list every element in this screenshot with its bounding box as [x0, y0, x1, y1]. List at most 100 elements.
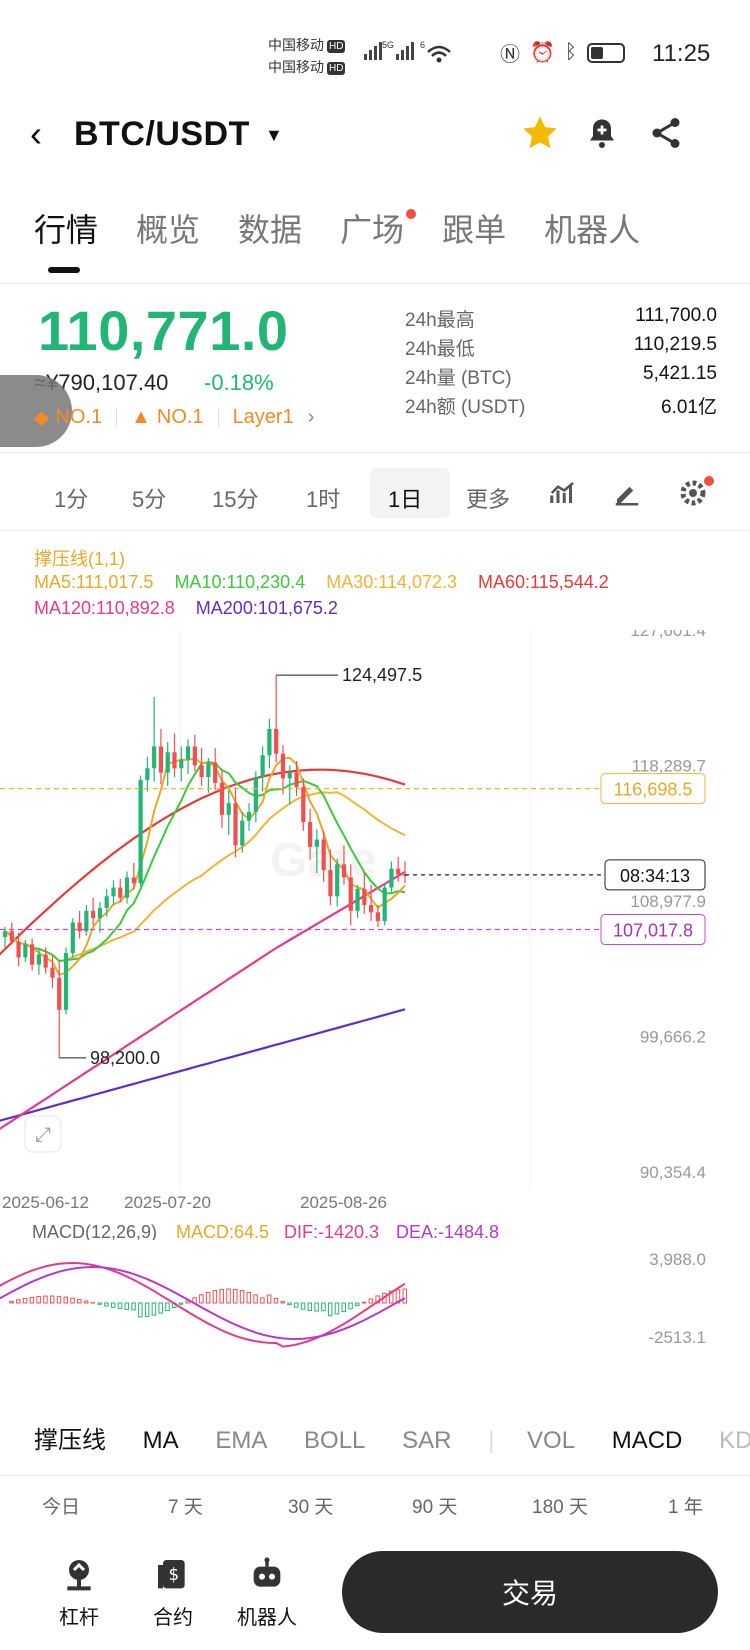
ind-vol[interactable]: VOL — [527, 1427, 576, 1454]
candle-body — [138, 779, 143, 884]
sr-legend: 撑压线(1,1) — [34, 549, 126, 569]
header: ‹ BTC/USDT ▼ — [0, 105, 750, 165]
macd-histogram-bar — [199, 1294, 204, 1304]
x-tick-label: 2025-07-20 — [124, 1193, 211, 1212]
settings-icon[interactable] — [678, 478, 708, 508]
macd-histogram-bar — [368, 1298, 374, 1304]
carrier-name: 中国移动 — [268, 59, 324, 75]
nav-robot[interactable]: 机器人 — [232, 1555, 302, 1630]
period-today[interactable]: 今日 — [42, 1497, 81, 1518]
candle-body — [84, 910, 89, 932]
chevron-left-icon[interactable]: ‹ — [30, 113, 42, 154]
stat-label: 24h最高 — [405, 310, 475, 331]
dea-value: DEA:-1484.8 — [396, 1222, 499, 1240]
tab-indicator — [48, 267, 80, 273]
share-icon[interactable] — [648, 113, 684, 153]
countdown-tag — [604, 859, 706, 891]
star-icon[interactable] — [520, 113, 560, 153]
macd-histogram-bar — [22, 1297, 28, 1304]
tab-bots[interactable]: 机器人 — [544, 212, 641, 248]
tab-market[interactable]: 行情 — [34, 212, 99, 248]
candle-body — [36, 954, 41, 965]
macd-histogram-bar — [43, 1295, 48, 1304]
period-30d[interactable]: 30 天 — [288, 1497, 334, 1518]
category-tag[interactable]: Layer1 — [232, 406, 294, 428]
macd-histogram-bar — [233, 1288, 238, 1304]
status-bar: 中国移动 HD 中国移动 HD 5G 6 Ⓝ ⏰ ᛒ 11:25 — [0, 0, 750, 100]
macd-histogram-bar — [97, 1302, 102, 1305]
trade-button[interactable]: 交易 — [342, 1551, 718, 1633]
period-90d[interactable]: 90 天 — [412, 1497, 458, 1518]
macd-histogram-bar — [219, 1288, 224, 1304]
macd-histogram-bar — [77, 1299, 82, 1304]
nfc-icon: Ⓝ — [500, 44, 520, 66]
macd-chart[interactable]: 3,988.0 -2513.1 — [0, 1245, 750, 1355]
stat-volume: 24h量 (BTC) 5,421.15 — [405, 363, 717, 392]
kline-svg[interactable]: 127,601.4 118,289.7 108,977.9 99,666.2 90,35… — [0, 620, 750, 1242]
tf-1m[interactable]: 1分 — [54, 487, 89, 512]
rank-tag[interactable]: NO.1 — [55, 406, 103, 428]
macd-histogram-bar — [56, 1295, 62, 1304]
rank-tag[interactable]: NO.1 — [156, 406, 204, 428]
draw-tool-icon[interactable] — [612, 478, 642, 508]
wifi-label: 6 — [420, 40, 426, 50]
candle-body — [192, 746, 197, 766]
period-180d[interactable]: 180 天 — [532, 1497, 588, 1518]
tf-15m[interactable]: 15分 — [212, 487, 259, 512]
pair-title[interactable]: BTC/USDT — [74, 115, 250, 153]
kline-chart[interactable]: 127,601.4 118,289.7 108,977.9 99,666.2 90,35… — [0, 620, 750, 1242]
ind-boll[interactable]: BOLL — [304, 1427, 366, 1454]
ind-ma[interactable]: MA — [142, 1427, 179, 1454]
candle-body — [267, 728, 272, 756]
floating-side-button[interactable] — [0, 375, 72, 447]
tf-more[interactable]: 更多 — [466, 487, 511, 512]
macd-histogram-bar — [110, 1302, 116, 1308]
network-label: 5G — [382, 40, 395, 50]
period-1y[interactable]: 1 年 — [668, 1497, 703, 1518]
candle-body — [375, 912, 380, 922]
divider — [0, 452, 750, 453]
macd-histogram-bar — [49, 1295, 55, 1304]
candle-body — [240, 820, 245, 846]
chevron-right-icon[interactable]: › — [307, 406, 315, 428]
candle-body — [287, 772, 292, 779]
tf-5m[interactable]: 5分 — [132, 487, 167, 512]
ind-sr[interactable]: 撑压线 — [34, 1427, 106, 1454]
nav-contract[interactable]: $ 合约 — [138, 1555, 208, 1630]
y-tick-label: 90,354.4 — [640, 1163, 706, 1182]
tab-copy-trade[interactable]: 跟单 — [442, 212, 507, 248]
ind-macd[interactable]: MACD — [611, 1427, 683, 1454]
macd-histogram-bar — [131, 1302, 136, 1311]
macd-histogram-bar — [273, 1297, 279, 1304]
caret-down-icon[interactable]: ▼ — [265, 125, 283, 145]
stat-low: 24h最低 110,219.5 — [405, 334, 717, 363]
macd-y-top: 3,988.0 — [649, 1250, 706, 1269]
ind-sar[interactable]: SAR — [402, 1427, 452, 1454]
expand-chart-button — [24, 1115, 62, 1153]
trend-icon: ▲ — [131, 406, 151, 428]
countdown-value: 08:34:13 — [620, 866, 690, 886]
x-tick-label: 2025-06-12 — [2, 1193, 89, 1212]
ma200-line — [0, 1008, 406, 1122]
macd-histogram-bar — [83, 1300, 89, 1304]
chart-type-icon[interactable] — [548, 478, 578, 508]
carrier-info: 中国移动 HD 中国移动 HD — [268, 34, 346, 78]
y-tick-label: 99,666.2 — [640, 1028, 706, 1047]
candle-body — [389, 868, 394, 888]
tab-square[interactable]: 广场 — [340, 205, 417, 251]
ind-ema[interactable]: EMA — [215, 1427, 268, 1454]
tf-1h[interactable]: 1时 — [306, 487, 341, 512]
macd-histogram-bar — [144, 1302, 150, 1317]
tab-overview[interactable]: 概览 — [136, 212, 201, 248]
bell-plus-icon[interactable] — [584, 113, 620, 153]
period-7d[interactable]: 7 天 — [168, 1497, 203, 1518]
candle-body — [213, 762, 218, 783]
tf-1d[interactable]: 1日 — [388, 487, 423, 512]
candle-body — [274, 728, 279, 754]
candle-body — [246, 811, 252, 821]
nav-leverage[interactable]: 杠杆 — [44, 1555, 114, 1630]
hd-badge: HD — [327, 39, 346, 53]
ind-kd[interactable]: KD — [719, 1427, 750, 1454]
tab-data[interactable]: 数据 — [238, 212, 303, 248]
macd-value: MACD:64.5 — [176, 1222, 269, 1240]
